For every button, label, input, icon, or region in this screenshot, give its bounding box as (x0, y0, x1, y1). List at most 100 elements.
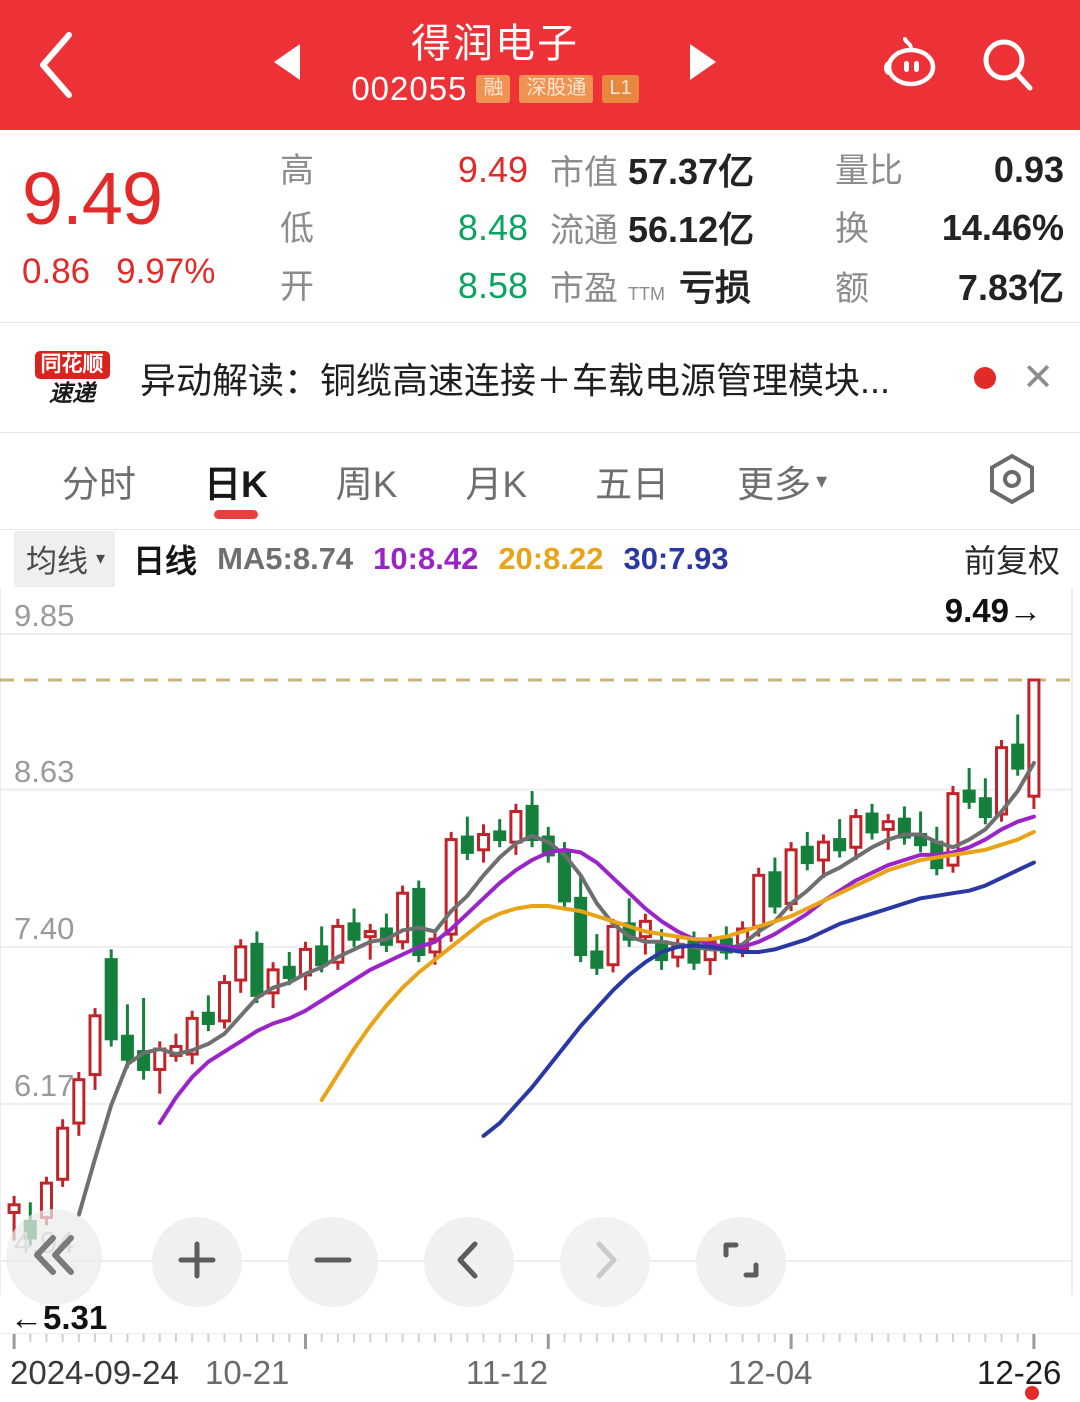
date-label: 11-12 (466, 1354, 548, 1391)
left-edge-price-label: ←5.31 (10, 1299, 108, 1336)
open-label: 开 (280, 268, 314, 306)
tab-intraday[interactable]: 分时 (28, 433, 170, 529)
tab-label: 日K (204, 464, 268, 505)
news-headline[interactable]: 异动解读：铜缆高速连接＋车载电源管理模块... (140, 359, 891, 401)
ths-logo-bottom: 速递 (49, 379, 95, 406)
quote-column-cap: 市值 57.37亿 流通 56.12亿 市盈 TTM 亏损 (550, 138, 835, 322)
floatcap-label: 流通 (550, 212, 618, 250)
quote-row: 量比 0.93 (835, 143, 1064, 201)
change-percent: 9.97% (116, 252, 216, 291)
next-stock-button[interactable] (660, 42, 746, 87)
high-label: 高 (280, 152, 314, 190)
tab-weekly-k[interactable]: 周K (302, 433, 432, 529)
price-block: 9.49 0.86 9.97% (22, 138, 280, 322)
chevron-down-icon: ▾ (816, 468, 828, 493)
stock-name: 得润电子 (411, 21, 579, 66)
last-price: 9.49 (22, 157, 163, 240)
volratio-value: 0.93 (993, 149, 1064, 190)
header-actions (880, 34, 1080, 96)
adjust-mode-label[interactable]: 前复权 (963, 543, 1060, 579)
stock-code: 002055 (351, 70, 468, 108)
ma-indicator-bar: 均线 ▾ 日线 MA5:8.74 10:8.42 20:8.22 30:7.93… (0, 530, 1080, 588)
change-row: 0.86 9.97% (22, 252, 280, 292)
floatcap-value: 56.12亿 (628, 209, 755, 250)
ma-selector-chip[interactable]: 均线 ▾ (14, 531, 116, 587)
quote-row: 流通 56.12亿 (550, 201, 835, 259)
tab-label: 周K (335, 464, 398, 505)
pan-right-button[interactable] (560, 1217, 650, 1307)
ths-logo-top: 同花顺 (34, 350, 110, 379)
rewind-button[interactable] (6, 1209, 102, 1305)
plus-icon (174, 1237, 220, 1288)
ma10-value: 10:8.42 (373, 541, 479, 576)
quote-row: 市值 57.37亿 (550, 143, 835, 201)
ma30-value: 30:7.93 (623, 541, 729, 576)
triangle-right-icon (686, 42, 720, 87)
axis-ticks (12, 1334, 1036, 1349)
robot-icon[interactable] (880, 34, 942, 96)
quote-row: 换 14.46% (835, 201, 1064, 259)
tab-label: 月K (465, 464, 528, 505)
ma-period-label: 日线 (133, 543, 198, 579)
candlestick-chart[interactable]: 9.85 8.63 7.40 6.17 4.94 9.49→ ←5.31 (0, 588, 1080, 1336)
ma20-value: 20:8.22 (498, 541, 604, 576)
marketcap-label: 市值 (550, 154, 618, 192)
back-button[interactable] (0, 0, 110, 130)
prev-stock-button[interactable] (244, 42, 330, 87)
date-label: 12-04 (728, 1354, 813, 1391)
badge-margin: 融 (476, 75, 511, 104)
fullscreen-button[interactable] (696, 1217, 786, 1307)
quote-row: 市盈 TTM 亏损 (550, 259, 835, 317)
close-icon[interactable]: ✕ (1022, 356, 1054, 399)
low-value: 8.48 (457, 207, 528, 248)
chevron-left-icon (446, 1237, 492, 1288)
header-center: 得润电子 002055 融 深股通 L1 (110, 22, 880, 109)
red-dot-icon (974, 366, 997, 389)
zoom-out-button[interactable] (288, 1217, 378, 1307)
date-label: 2024-09-24 (10, 1354, 179, 1391)
low-label: 低 (280, 210, 314, 248)
triangle-left-icon (270, 42, 304, 87)
tab-more[interactable]: 更多 ▾ (703, 433, 861, 529)
stock-title-block[interactable]: 得润电子 002055 融 深股通 L1 (330, 22, 660, 109)
tab-label: 更多 (737, 464, 812, 505)
zoom-in-button[interactable] (152, 1217, 242, 1307)
date-label: 12-26 (977, 1354, 1062, 1391)
tab-label: 分时 (62, 464, 136, 505)
minus-icon (310, 1237, 356, 1288)
high-value: 9.49 (457, 149, 528, 190)
news-banner[interactable]: 同花顺 速递 异动解读：铜缆高速连接＋车载电源管理模块... ✕ (0, 323, 1080, 433)
pe-value: 亏损 (678, 267, 751, 308)
search-icon[interactable] (978, 35, 1038, 95)
quote-column-ratio: 量比 0.93 换 14.46% 额 7.83亿 (835, 138, 1064, 322)
open-value: 8.58 (457, 265, 528, 306)
tab-daily-k[interactable]: 日K (170, 433, 302, 529)
tab-label: 五日 (595, 464, 670, 505)
quote-row: 低 8.48 (280, 201, 550, 259)
quote-row: 开 8.58 (280, 259, 550, 317)
marketcap-value: 57.37亿 (628, 151, 755, 192)
fullscreen-icon (718, 1237, 764, 1288)
app-header: 得润电子 002055 融 深股通 L1 (0, 0, 1080, 130)
quote-row: 额 7.83亿 (835, 259, 1064, 317)
chart-settings-button[interactable] (984, 451, 1068, 512)
turnover-value: 14.46% (941, 207, 1064, 248)
chevron-down-icon: ▾ (96, 548, 106, 568)
tab-five-day[interactable]: 五日 (561, 433, 703, 529)
tab-monthly-k[interactable]: 月K (431, 433, 561, 529)
date-axis: 2024-09-24 10-21 11-12 12-04 12-26 (0, 1333, 1080, 1401)
quote-row: 高 9.49 (280, 143, 550, 201)
quote-columns: 高 9.49 低 8.48 开 8.58 市值 57.37亿 流通 56.12亿 (280, 138, 1064, 322)
pan-left-button[interactable] (424, 1217, 514, 1307)
quote-column-hlo: 高 9.49 低 8.48 开 8.58 (280, 138, 550, 322)
stock-code-row: 002055 融 深股通 L1 (330, 70, 660, 108)
amount-value: 7.83亿 (957, 267, 1064, 308)
ma-chip-label: 均线 (26, 544, 88, 579)
change-absolute: 0.86 (22, 252, 91, 291)
quote-panel: 9.49 0.86 9.97% 高 9.49 低 8.48 开 8.58 市值 … (0, 130, 1080, 323)
hex-settings-icon (984, 451, 1040, 512)
chevron-right-icon (582, 1237, 628, 1288)
current-date-dot-icon (1025, 1386, 1039, 1400)
ma5-value: MA5:8.74 (217, 541, 354, 576)
current-price-tag: 9.49→ (944, 592, 1042, 629)
